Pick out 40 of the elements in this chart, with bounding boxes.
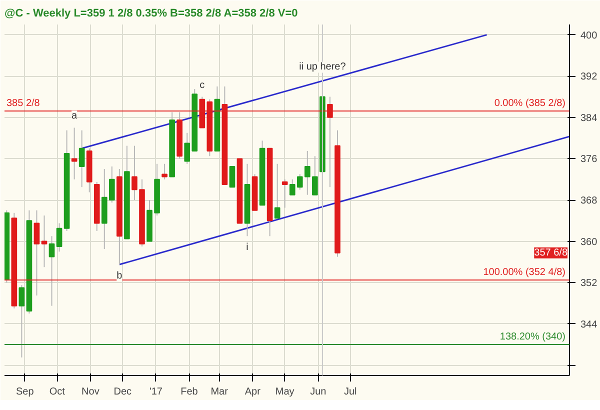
- candlestick: [56, 222, 62, 252]
- candlestick: [162, 163, 168, 180]
- x-tick-label: May: [275, 386, 294, 398]
- x-tick-label: Sep: [16, 386, 34, 398]
- y-tick-label: 392: [580, 72, 598, 83]
- x-tick-label: Nov: [82, 386, 100, 398]
- candlestick: [229, 166, 236, 188]
- x-tick-label: Jun: [310, 386, 326, 398]
- candlestick: [282, 178, 288, 208]
- y-tick-label: 344: [580, 319, 598, 330]
- y-tick-label: 368: [580, 196, 598, 206]
- y-tick-label: 360: [580, 236, 598, 248]
- x-tick-label: Oct: [49, 386, 66, 398]
- annotation: c: [200, 80, 205, 91]
- candlestick: [78, 130, 85, 188]
- candlestick: [71, 127, 78, 180]
- y-tick-label: 376: [580, 154, 598, 166]
- x-tick-label: Feb: [180, 386, 198, 398]
- ref-line-label: 138.20% (340): [500, 332, 566, 343]
- x-tick-label: Dec: [114, 386, 132, 398]
- candlestick: [18, 284, 25, 358]
- x-tick-label: Apr: [244, 386, 262, 398]
- y-tick-label: 352: [580, 278, 598, 290]
- annotation: b: [116, 270, 123, 282]
- candlestick: [41, 214, 48, 268]
- y-tick-label: 400: [580, 30, 598, 42]
- chart-title: @C - Weekly L=359 1 2/8 0.35% B=358 2/8 A=358 2/8 V=0: [4, 8, 298, 20]
- ref-line-label: 0.00% (385 2/8): [494, 98, 566, 109]
- annotation: a: [72, 110, 78, 122]
- candlestick: [48, 236, 55, 306]
- annotation: 357 6/8: [534, 247, 568, 258]
- annotation: ii up here?: [299, 62, 346, 73]
- x-tick-label: Mar: [210, 386, 229, 398]
- annotation: i: [246, 242, 248, 254]
- annotation: 385 2/8: [6, 98, 40, 109]
- x-tick-label: Jul: [344, 386, 357, 398]
- ref-line-label: 100.00% (352 4/8): [483, 267, 566, 278]
- x-tick-label: '17: [149, 386, 163, 398]
- candlestick: [274, 163, 280, 219]
- y-tick-label: 384: [580, 112, 598, 124]
